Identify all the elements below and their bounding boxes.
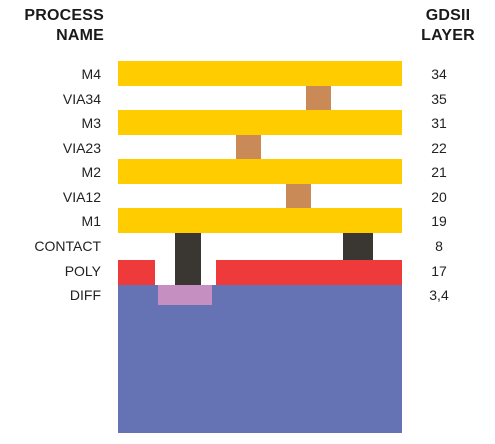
gds-number-m4: 34 [431,66,447,82]
process-header-line1: PROCESS [24,7,104,24]
gds-number-m3: 31 [431,115,447,131]
gdsii-layer-header: GDSII LAYER [408,6,488,46]
layer-name-via23: VIA23 [62,140,101,156]
layer-name-diff: DIFF [69,287,101,303]
layer-name-m2: M2 [81,164,101,180]
contact-to-poly [343,233,373,260]
m1-bar [118,208,402,233]
layer-name-m4: M4 [81,66,101,82]
layer-name-poly: POLY [64,263,101,279]
poly-left-segment [118,260,155,285]
via23-block [236,135,261,159]
gdsii-header-line1: GDSII [425,7,471,24]
gdsii-header-line2: LAYER [421,27,475,44]
diff-implant-region [158,285,212,305]
layer-name-m1: M1 [81,213,101,229]
layer-name-contact: CONTACT [34,238,101,254]
layer-name-m3: M3 [81,115,101,131]
poly-right-segment [216,260,402,285]
gds-number-m2: 21 [431,164,447,180]
gds-number-diff: 3,4 [429,287,449,303]
via12-block [286,184,311,208]
layer-name-via12: VIA12 [62,189,101,205]
contact-to-diff [175,233,201,285]
gds-number-poly: 17 [431,263,447,279]
gds-number-via34: 35 [431,91,447,107]
gds-number-m1: 19 [431,213,447,229]
process-header-line2: NAME [56,27,104,44]
layer-name-via34: VIA34 [62,91,101,107]
m2-bar [118,159,402,184]
via34-block [306,86,331,110]
process-name-header: PROCESS NAME [0,6,104,46]
m3-bar [118,110,402,135]
m4-bar [118,61,402,86]
diff-substrate [118,285,402,433]
gds-number-via12: 20 [431,189,447,205]
gds-number-via23: 22 [431,140,447,156]
gds-number-contact: 8 [435,238,443,254]
